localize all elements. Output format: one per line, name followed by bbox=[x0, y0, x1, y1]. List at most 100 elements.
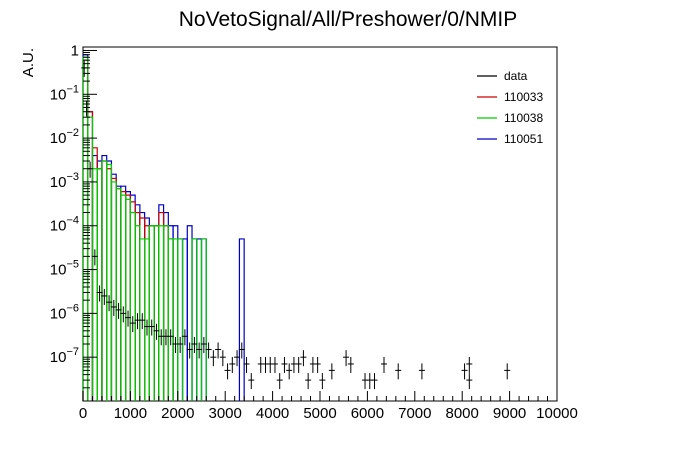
data-point bbox=[234, 350, 241, 367]
data-point bbox=[91, 249, 98, 266]
y-tick-label: 10−5 bbox=[50, 259, 79, 279]
data-point bbox=[257, 356, 264, 373]
hist-bin bbox=[120, 185, 127, 401]
hist-bin bbox=[129, 211, 136, 401]
data-point bbox=[343, 350, 350, 367]
hist-bin bbox=[91, 168, 98, 401]
legend: data 110033 110038 110051 bbox=[477, 69, 543, 146]
data-point bbox=[248, 373, 255, 390]
hist-bin bbox=[139, 211, 146, 401]
data-point bbox=[148, 319, 155, 336]
hist-bin bbox=[91, 147, 98, 401]
hist-bin bbox=[125, 191, 131, 401]
y-tick-exponent: −5 bbox=[66, 259, 79, 271]
data-point bbox=[106, 295, 113, 312]
data-point bbox=[300, 350, 307, 367]
y-tick-label: 10−4 bbox=[50, 215, 79, 235]
x-tick-label: 1000 bbox=[114, 405, 147, 422]
hist-bin bbox=[158, 204, 165, 401]
legend-entry: data bbox=[477, 69, 528, 83]
data-point bbox=[196, 342, 203, 359]
y-tick-base: 10 bbox=[50, 130, 67, 147]
y-tick-label: 10−3 bbox=[50, 171, 79, 191]
data-point bbox=[181, 329, 188, 346]
data-point bbox=[362, 373, 369, 390]
legend-label: 110051 bbox=[504, 132, 543, 146]
hist-bin bbox=[134, 204, 141, 401]
hist-bin bbox=[238, 238, 245, 401]
hist-bin bbox=[162, 225, 169, 401]
data-point bbox=[461, 363, 468, 380]
data-point bbox=[305, 373, 312, 390]
hist-bin bbox=[120, 194, 127, 401]
y-tick-exponent: −6 bbox=[66, 302, 79, 314]
data-point bbox=[347, 356, 354, 373]
hist-bin bbox=[110, 173, 117, 401]
y-tick-exponent: −7 bbox=[66, 346, 79, 358]
hist-bin bbox=[125, 194, 131, 401]
hist-bin bbox=[120, 191, 127, 401]
legend-entry: 110038 bbox=[477, 111, 543, 125]
hist-bin bbox=[162, 225, 169, 401]
data-point bbox=[139, 313, 146, 330]
hist-bin bbox=[148, 225, 155, 401]
y-tick-base: 10 bbox=[50, 305, 67, 322]
hist-bin bbox=[101, 154, 108, 401]
data-point bbox=[177, 336, 184, 353]
hist-bin bbox=[167, 225, 174, 401]
data-point bbox=[267, 356, 274, 373]
hist-bin bbox=[144, 225, 150, 401]
hist-bin bbox=[96, 160, 103, 401]
hist-bin bbox=[106, 168, 113, 401]
chart-title: NoVetoSignal/All/Preshower/0/NMIP bbox=[179, 8, 518, 31]
hist-bin bbox=[181, 238, 188, 401]
hist-bin bbox=[177, 238, 184, 401]
y-tick-exponent: −2 bbox=[66, 127, 79, 139]
hist-bin bbox=[110, 181, 117, 401]
data-point bbox=[110, 299, 117, 316]
y-axis-title: A.U. bbox=[20, 48, 37, 77]
hist-bin bbox=[110, 177, 117, 401]
y-tick-label: 10−7 bbox=[50, 346, 79, 366]
hist-bin bbox=[158, 225, 165, 401]
data-point bbox=[380, 356, 387, 373]
legend-label: 110033 bbox=[504, 90, 543, 104]
data-point bbox=[281, 356, 288, 373]
hist-bin bbox=[162, 211, 169, 401]
data-point bbox=[219, 350, 226, 367]
hist-bin bbox=[134, 211, 141, 401]
hist-bin bbox=[153, 225, 160, 401]
data-point bbox=[101, 288, 108, 305]
data-point bbox=[504, 363, 511, 380]
hist-bin bbox=[200, 238, 207, 401]
data-point bbox=[191, 336, 198, 353]
data-point bbox=[120, 306, 127, 323]
data-point bbox=[295, 356, 302, 373]
data-points bbox=[81, 60, 511, 390]
hist-bin bbox=[167, 238, 174, 401]
y-tick-exponent: −3 bbox=[66, 171, 79, 183]
y-tick-label: 10−6 bbox=[50, 302, 79, 322]
data-point bbox=[153, 323, 160, 340]
hist-bin bbox=[196, 238, 203, 401]
data-point bbox=[309, 356, 316, 373]
y-tick-label: 10−1 bbox=[50, 83, 79, 103]
data-point bbox=[229, 356, 236, 373]
hist-bin bbox=[115, 188, 122, 401]
hist-bin bbox=[153, 225, 160, 401]
hist-bin bbox=[96, 168, 103, 401]
hist-bin bbox=[144, 217, 150, 401]
data-point bbox=[328, 363, 335, 380]
hist-bin bbox=[177, 238, 184, 401]
data-point bbox=[129, 316, 136, 333]
y-tick-base: 10 bbox=[50, 218, 67, 235]
hist-bin bbox=[115, 185, 122, 401]
hist-bin bbox=[172, 238, 179, 401]
hist-bin bbox=[186, 225, 193, 401]
x-tick-label: 8000 bbox=[446, 405, 479, 422]
x-tick-label: 7000 bbox=[398, 405, 431, 422]
data-point bbox=[186, 342, 193, 359]
hist-bin bbox=[148, 225, 155, 401]
legend-label: data bbox=[504, 69, 528, 83]
x-tick-label: 3000 bbox=[209, 405, 242, 422]
